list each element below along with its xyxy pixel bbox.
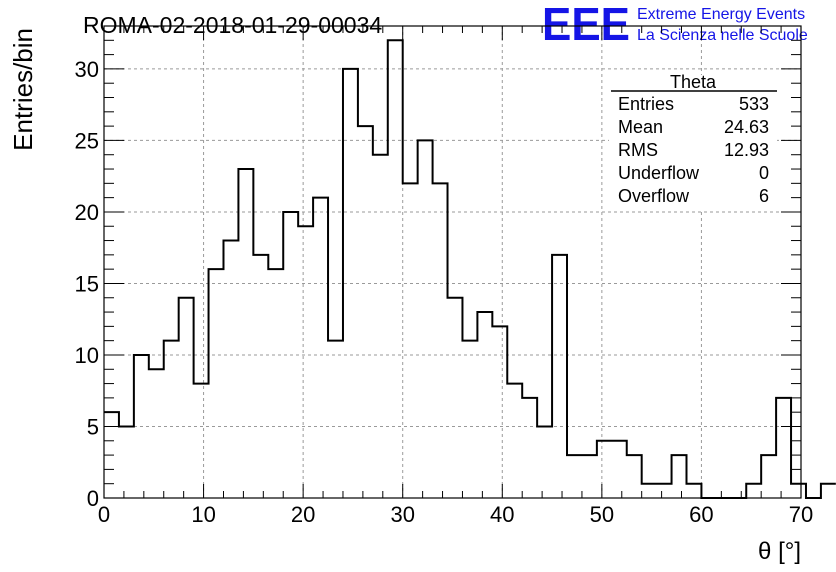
stats-box-background xyxy=(609,75,777,210)
logo-line-1: Extreme Energy Events xyxy=(637,6,805,23)
y-axis-label: Entries/bin xyxy=(8,28,38,151)
x-tick-label: 50 xyxy=(590,502,614,527)
x-axis-label: θ [°] xyxy=(758,538,801,565)
stats-label-overflow: Overflow xyxy=(618,186,690,206)
x-tick-label: 20 xyxy=(291,502,315,527)
stats-label-rms: RMS xyxy=(618,140,658,160)
stats-value-entries: 533 xyxy=(739,94,769,114)
x-tick-label: 0 xyxy=(98,502,110,527)
eee-logo: EEE xyxy=(542,0,630,50)
stats-box: Theta Entries 533 Mean 24.63 RMS 12.93 U… xyxy=(609,72,777,210)
logo-line-2: La Scienza nelle Scuole xyxy=(637,27,808,44)
stats-value-mean: 24.63 xyxy=(724,117,769,137)
y-tick-label: 15 xyxy=(75,271,99,296)
x-tick-label: 60 xyxy=(689,502,713,527)
stats-box-title: Theta xyxy=(670,72,717,92)
x-tick-label: 40 xyxy=(490,502,514,527)
y-tick-label: 25 xyxy=(75,128,99,153)
stats-value-underflow: 0 xyxy=(759,163,769,183)
x-tick-label: 30 xyxy=(390,502,414,527)
x-tick-label: 70 xyxy=(789,502,813,527)
stats-label-mean: Mean xyxy=(618,117,663,137)
histogram-series-line xyxy=(104,39,836,499)
y-tick-label: 10 xyxy=(75,343,99,368)
y-tick-label: 5 xyxy=(87,414,99,439)
x-tick-label: 10 xyxy=(191,502,215,527)
y-tick-label: 20 xyxy=(75,200,99,225)
plot-frame xyxy=(103,25,802,499)
stats-value-rms: 12.93 xyxy=(724,140,769,160)
y-tick-label: 30 xyxy=(75,57,99,82)
grid-lines xyxy=(104,26,801,498)
stats-label-entries: Entries xyxy=(618,94,674,114)
stats-value-overflow: 6 xyxy=(759,186,769,206)
stats-label-underflow: Underflow xyxy=(618,163,700,183)
y-tick-label: 0 xyxy=(87,486,99,511)
run-title: ROMA-02-2018-01-29-00034 xyxy=(83,12,382,38)
